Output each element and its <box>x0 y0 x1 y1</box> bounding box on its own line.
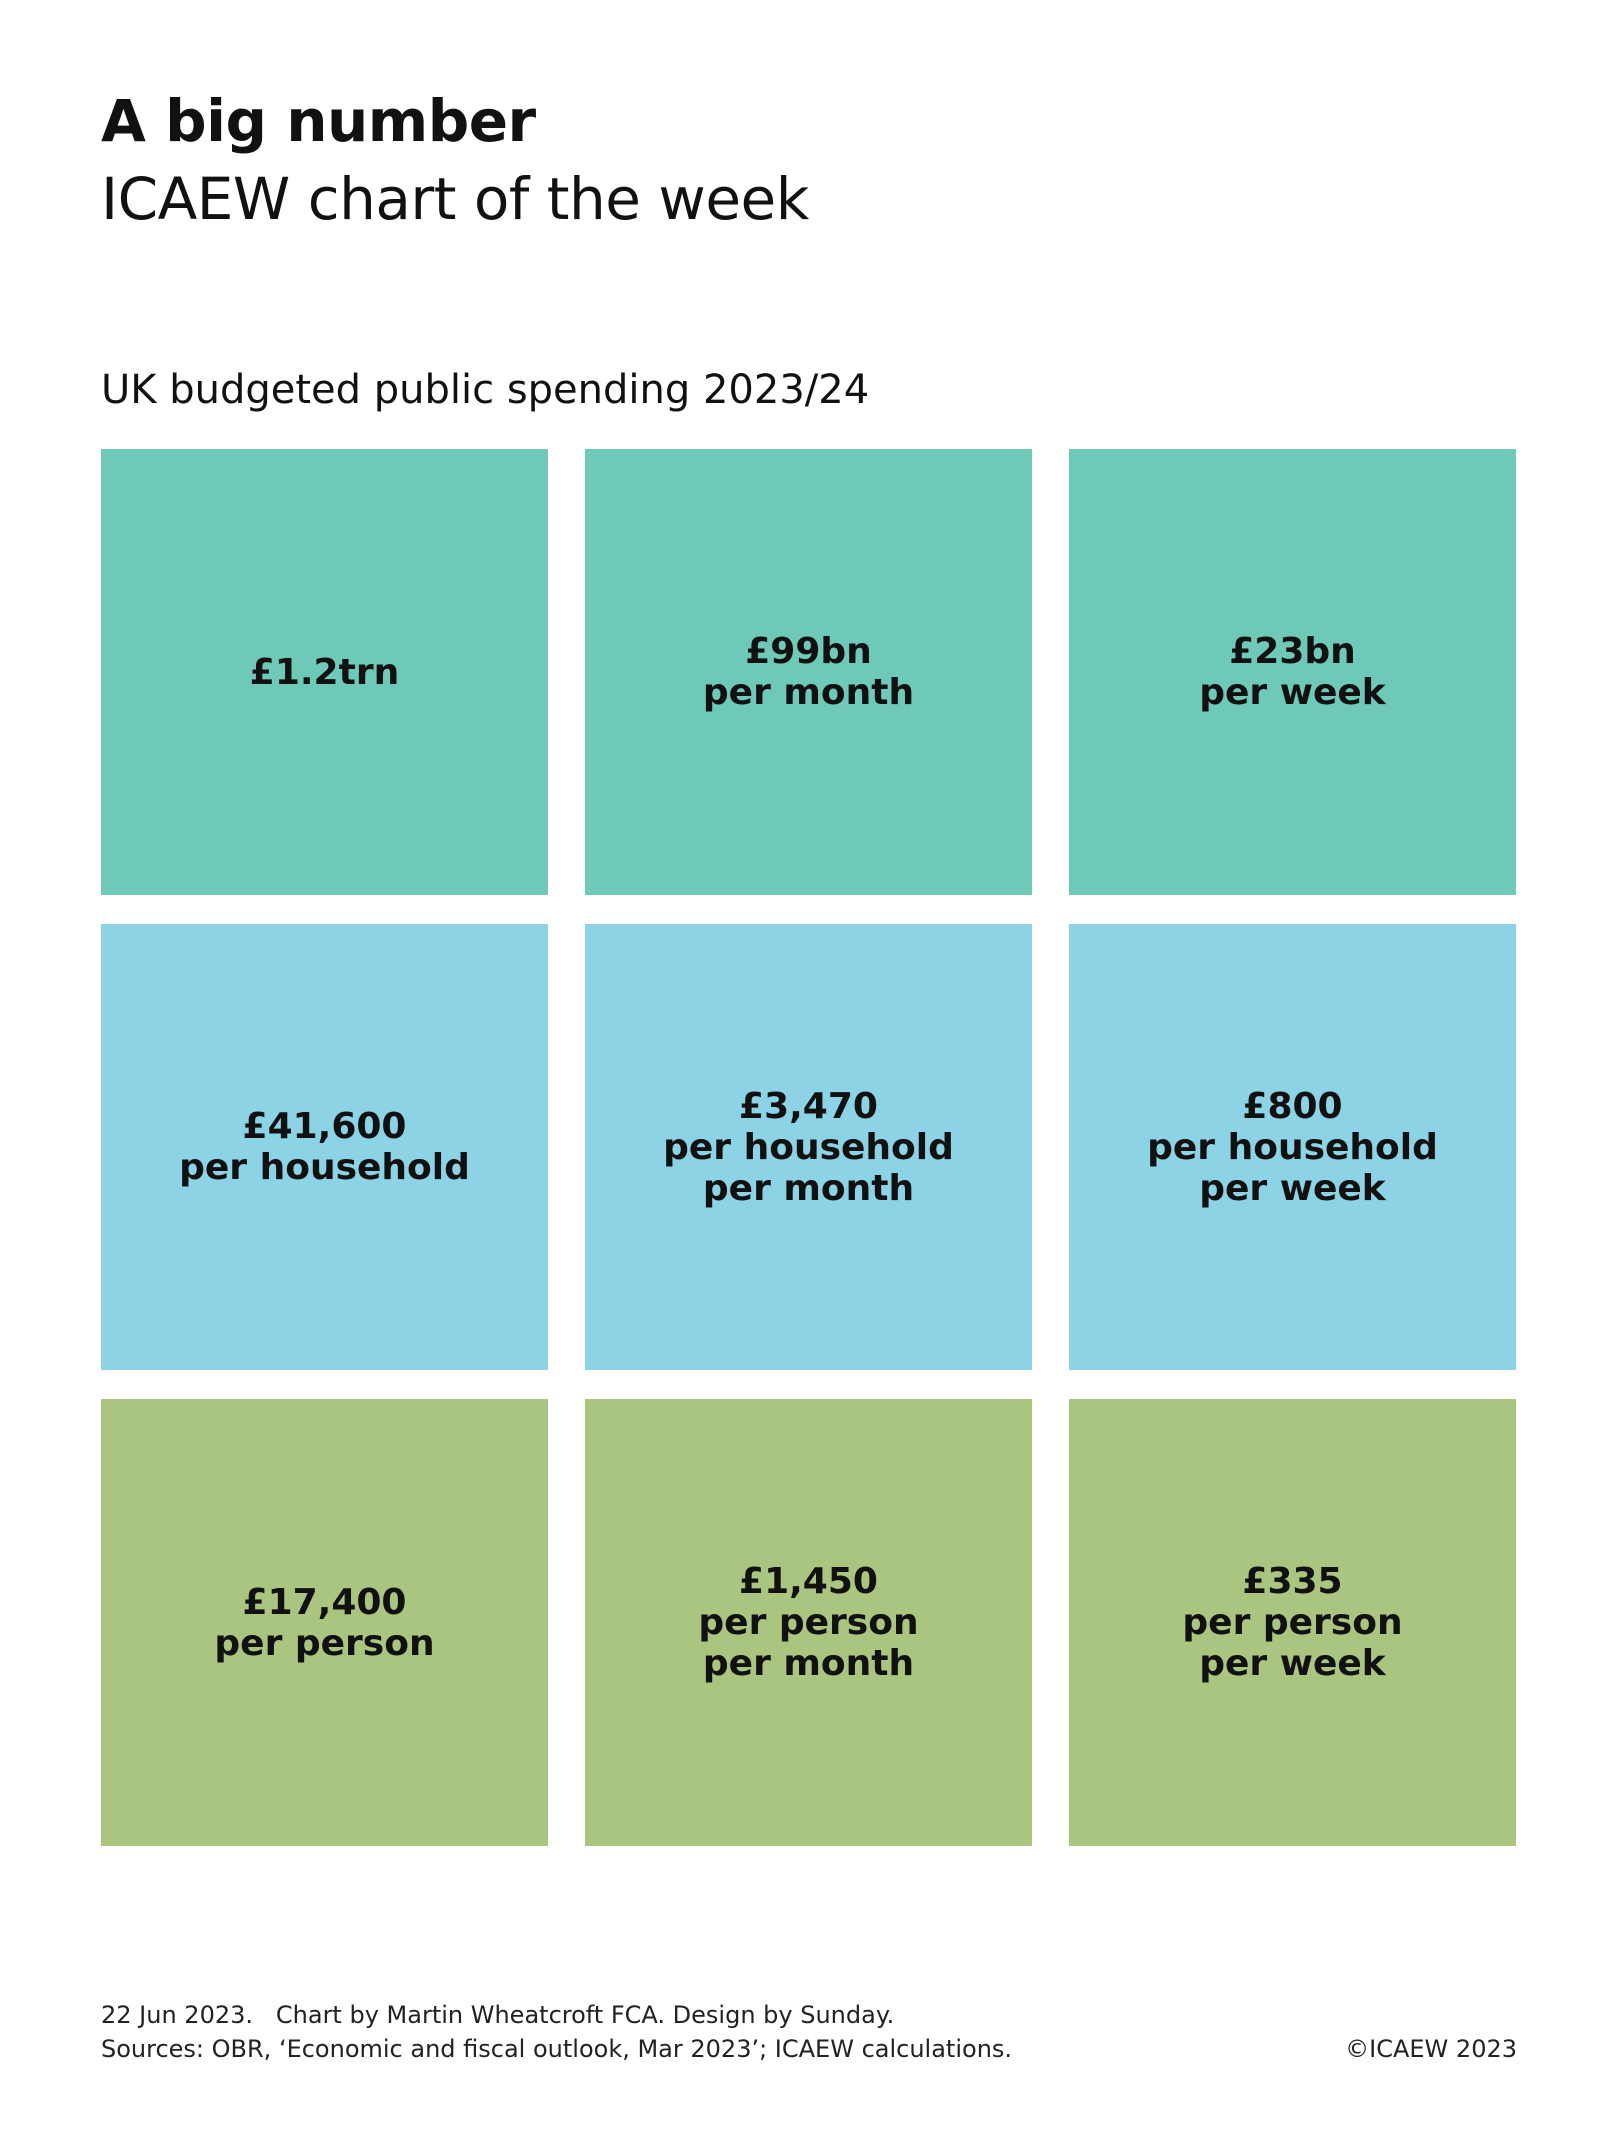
tile-value: £41,600 <box>242 1106 407 1147</box>
tile-value: £99bn <box>745 631 872 672</box>
tile-total-1: £1.2trn <box>101 449 548 895</box>
tile-qualifier: per month <box>702 672 915 713</box>
tile-household-2: £3,470 per household per month <box>585 924 1032 1370</box>
tile-person-3: £335 per person per week <box>1069 1399 1516 1846</box>
tile-value: £23bn <box>1229 631 1356 672</box>
tile-qualifier: per household <box>663 1126 954 1168</box>
tile-grid: £1.2trn £99bn per month £23bn per week £41,60… <box>101 449 1517 1846</box>
tile-total-3: £23bn per week <box>1069 449 1516 895</box>
page-subtitle: ICAEW chart of the week <box>101 165 809 233</box>
tile-value: £800 <box>1242 1085 1343 1127</box>
tile-qualifier: per person <box>214 1622 435 1664</box>
tile-value: £3,470 <box>739 1085 878 1127</box>
tile-qualifier: per week <box>1199 1167 1386 1209</box>
tile-total-2: £99bn per month <box>585 449 1032 895</box>
chart-title: UK budgeted public spending 2023/24 <box>101 367 870 413</box>
footer-sources: Sources: OBR, ‘Economic and fiscal outlo… <box>101 2035 1013 2063</box>
tile-person-2: £1,450 per person per month <box>585 1399 1032 1846</box>
tile-qualifier: per week <box>1199 672 1386 713</box>
tile-household-3: £800 per household per week <box>1069 924 1516 1370</box>
tile-value: £335 <box>1242 1561 1343 1602</box>
tile-qualifier: per month <box>702 1167 915 1209</box>
footer-credits: 22 Jun 2023. Chart by Martin Wheatcroft … <box>101 1998 1012 2066</box>
tile-qualifier: per household <box>1147 1126 1438 1168</box>
page-title: A big number <box>101 87 536 155</box>
tile-person-1: £17,400 per person <box>101 1399 548 1846</box>
footer-copyright: ©ICAEW 2023 <box>1345 2035 1517 2063</box>
tile-qualifier: per person <box>698 1602 919 1643</box>
tile-value: £1,450 <box>739 1561 878 1602</box>
tile-qualifier: per person <box>1182 1602 1403 1643</box>
tile-household-1: £41,600 per household <box>101 924 548 1370</box>
tile-value: £17,400 <box>242 1581 407 1623</box>
tile-qualifier: per week <box>1199 1643 1386 1684</box>
tile-qualifier: per household <box>179 1147 470 1188</box>
tile-value: £1.2trn <box>249 651 400 693</box>
tile-qualifier: per month <box>702 1643 915 1684</box>
footer-date-credits: 22 Jun 2023. Chart by Martin Wheatcroft … <box>101 2001 895 2029</box>
